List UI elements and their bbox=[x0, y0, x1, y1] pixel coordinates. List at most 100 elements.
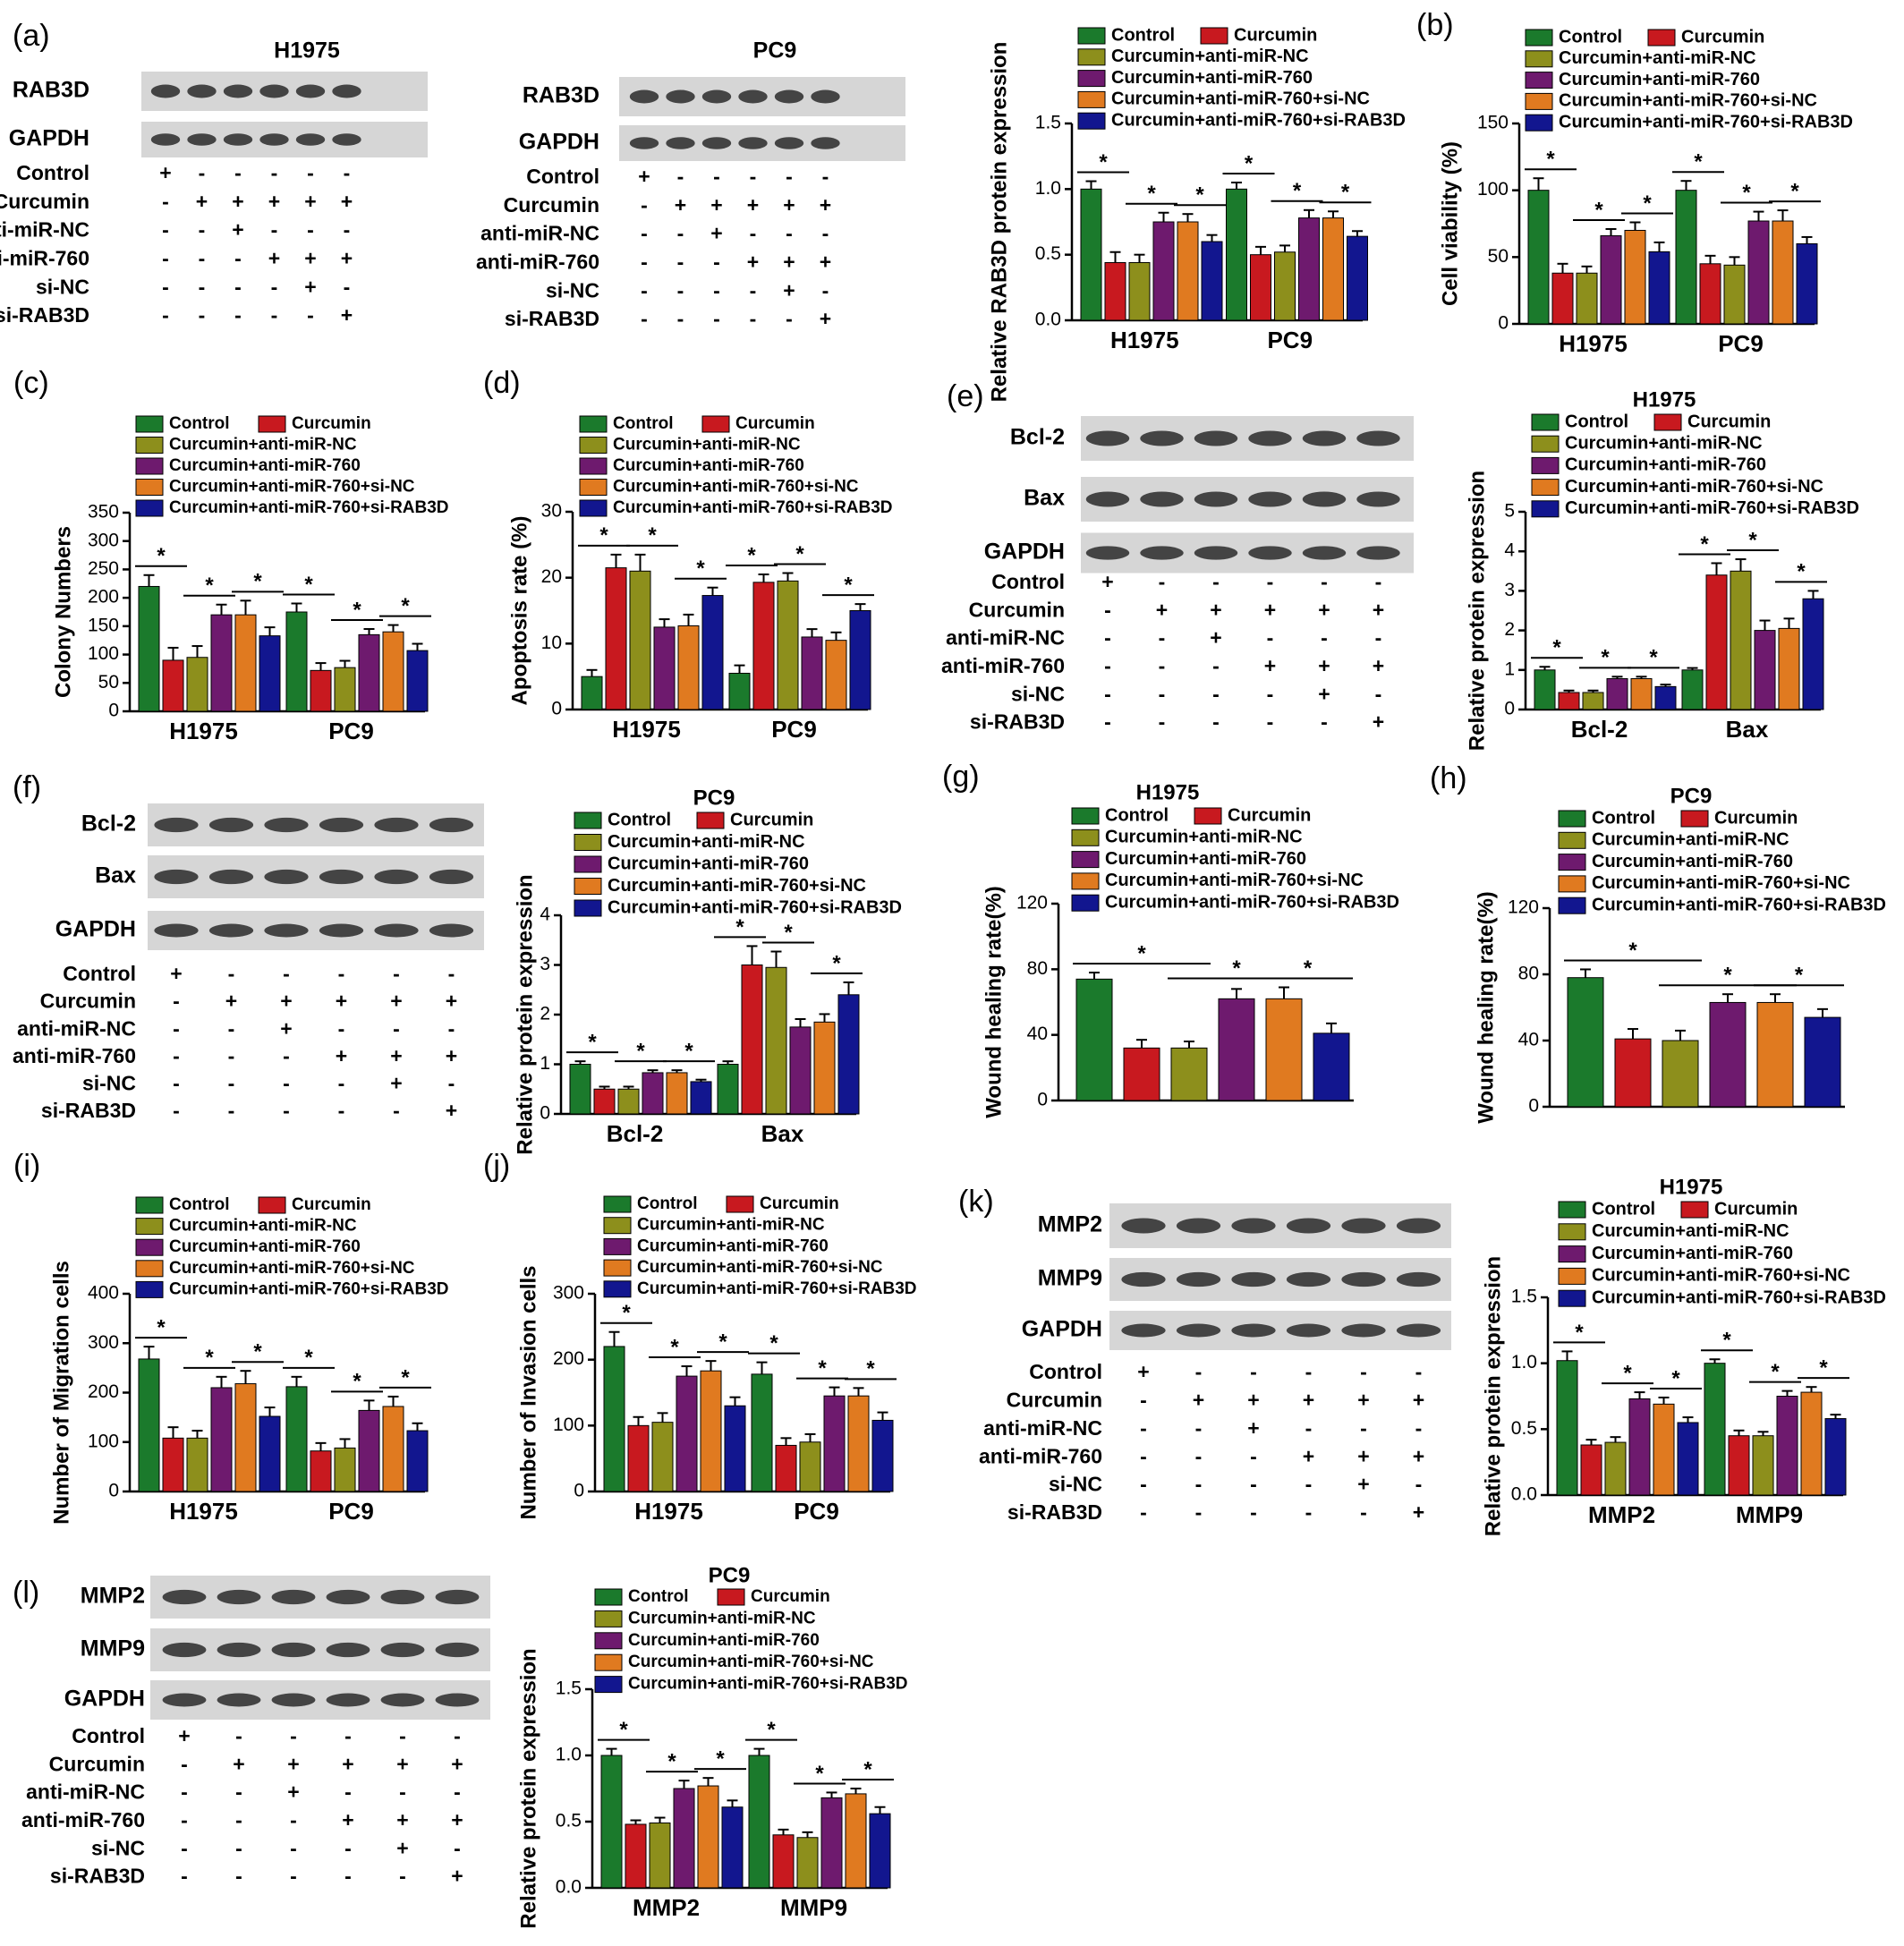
bar bbox=[690, 1081, 712, 1115]
condition-sign: - bbox=[1140, 1444, 1147, 1467]
legend-label: Curcumin+anti-miR-760 bbox=[637, 1236, 829, 1255]
bar bbox=[847, 1395, 870, 1492]
blot-band bbox=[1302, 430, 1347, 446]
condition-sign: + bbox=[1373, 654, 1384, 677]
legend-swatch bbox=[1525, 92, 1553, 110]
bar bbox=[1265, 998, 1303, 1101]
legend-swatch bbox=[1525, 29, 1553, 47]
y-tick-label: 100 bbox=[1477, 179, 1509, 200]
y-axis-label: Number of Migration cells bbox=[49, 1261, 73, 1525]
condition-sign: - bbox=[1159, 570, 1166, 593]
legend-swatch bbox=[135, 1218, 164, 1236]
condition-sign: - bbox=[641, 307, 648, 330]
blot-band bbox=[1248, 546, 1292, 560]
legend-label: Curcumin bbox=[1234, 25, 1317, 45]
condition-sign: - bbox=[307, 303, 314, 327]
y-tick-label: 4 bbox=[1504, 540, 1515, 561]
condition-sign: - bbox=[677, 278, 684, 302]
bar bbox=[751, 1373, 773, 1492]
condition-sign: - bbox=[1305, 1500, 1313, 1524]
condition-sign: - bbox=[1267, 626, 1274, 650]
bar bbox=[1654, 685, 1677, 710]
bar bbox=[310, 669, 332, 712]
x-category-label: PC9 bbox=[328, 1498, 374, 1525]
significance-star: * bbox=[818, 1356, 827, 1381]
condition-label: Curcumin bbox=[1007, 1388, 1102, 1411]
blot-band bbox=[264, 817, 309, 833]
legend-swatch bbox=[579, 499, 608, 517]
blot-row-label: MMP9 bbox=[81, 1636, 145, 1661]
legend-swatch bbox=[258, 415, 286, 433]
y-axis-label: Relative protein expression bbox=[516, 1648, 540, 1928]
bar bbox=[382, 1406, 404, 1492]
bar bbox=[673, 1788, 695, 1889]
legend-swatch bbox=[696, 812, 725, 829]
legend-label: Curcumin+anti-miR-NC bbox=[608, 832, 805, 852]
bar bbox=[721, 1806, 744, 1889]
bar bbox=[1226, 188, 1247, 321]
legend-label: Control bbox=[1111, 25, 1175, 45]
legend-swatch bbox=[574, 812, 602, 829]
condition-label: anti-miR-760 bbox=[0, 246, 89, 269]
blot-band bbox=[223, 133, 253, 146]
y-tick-label: 0 bbox=[108, 701, 119, 721]
blot-band bbox=[1140, 491, 1184, 507]
legend-label: Curcumin bbox=[1228, 805, 1311, 825]
blot-band bbox=[1356, 546, 1400, 560]
legend-swatch bbox=[135, 457, 164, 475]
significance-star: * bbox=[648, 523, 657, 548]
condition-sign: + bbox=[1303, 1388, 1314, 1411]
significance-star: * bbox=[1195, 183, 1204, 208]
y-tick-label: 50 bbox=[98, 672, 119, 693]
y-tick-label: 1.5 bbox=[556, 1678, 582, 1699]
bar bbox=[741, 965, 763, 1115]
condition-sign: - bbox=[234, 161, 242, 184]
bar bbox=[1624, 229, 1646, 325]
condition-sign: - bbox=[290, 1865, 297, 1888]
bar bbox=[1614, 1038, 1652, 1108]
condition-sign: - bbox=[822, 222, 829, 245]
condition-sign: - bbox=[344, 1836, 352, 1859]
blot-band bbox=[271, 1589, 316, 1605]
blot-band bbox=[326, 1589, 370, 1605]
y-axis-label: Relative protein expression bbox=[1465, 471, 1489, 751]
bar bbox=[138, 585, 160, 712]
blot-band bbox=[1085, 430, 1130, 446]
condition-sign: - bbox=[454, 1780, 461, 1804]
blot-row-label: Bcl-2 bbox=[81, 812, 136, 837]
blot-band bbox=[435, 1642, 480, 1658]
legend-label: Curcumin bbox=[292, 1195, 371, 1214]
condition-sign: - bbox=[399, 1724, 406, 1747]
blot-band bbox=[271, 1642, 316, 1658]
blot-row-label: RAB3D bbox=[523, 83, 599, 108]
blot-band bbox=[629, 89, 659, 104]
legend-label: Curcumin+anti-miR-760+si-NC bbox=[1105, 871, 1364, 890]
condition-sign: + bbox=[1413, 1444, 1424, 1467]
x-category-label: H1975 bbox=[169, 718, 238, 744]
y-tick-label: 300 bbox=[553, 1283, 584, 1304]
significance-star: * bbox=[795, 542, 804, 566]
legend-swatch bbox=[603, 1259, 632, 1277]
significance-star: * bbox=[353, 1370, 361, 1394]
bar bbox=[1681, 669, 1704, 710]
condition-sign: + bbox=[451, 1752, 463, 1775]
x-category-label: MMP2 bbox=[633, 1894, 700, 1921]
legend-label: Curcumin+anti-miR-760+si-NC bbox=[628, 1653, 874, 1671]
panel-letter: (a) bbox=[13, 19, 50, 53]
significance-star: * bbox=[304, 1346, 313, 1370]
blot-band bbox=[208, 869, 254, 885]
condition-label: Curcumin bbox=[0, 190, 89, 213]
bar bbox=[1556, 1360, 1578, 1496]
y-tick-label: 80 bbox=[1027, 958, 1048, 979]
condition-sign: + bbox=[783, 278, 795, 302]
y-tick-label: 0.5 bbox=[1511, 1418, 1537, 1439]
blot-membrane bbox=[150, 1576, 490, 1619]
y-axis-label: Number of Invasion cells bbox=[516, 1265, 540, 1519]
legend-swatch bbox=[594, 1676, 623, 1694]
bar bbox=[1800, 1391, 1823, 1496]
condition-label: anti-miR-NC bbox=[26, 1780, 145, 1804]
x-category-label: PC9 bbox=[771, 716, 817, 743]
bar bbox=[1728, 1435, 1750, 1496]
y-tick-label: 100 bbox=[88, 643, 119, 664]
bar bbox=[701, 595, 724, 710]
